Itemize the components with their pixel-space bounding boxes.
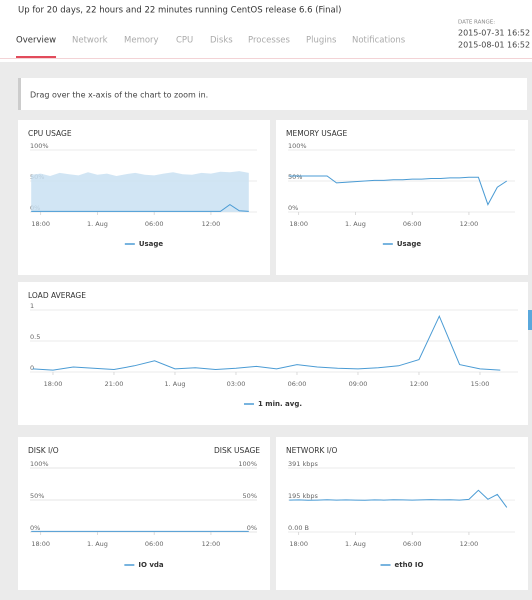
series-line (289, 489, 508, 508)
y-tick-label: 0% (30, 524, 40, 532)
y-tick-label: 0.5 (30, 333, 40, 341)
tab-underline (16, 56, 57, 58)
tab[interactable]: Disks (210, 36, 233, 46)
notice: Drag over the x-axis of the chart to zoo… (30, 91, 208, 100)
side-handle[interactable] (528, 310, 532, 330)
panel (276, 120, 528, 275)
x-tick-label: 1. Aug (345, 220, 366, 228)
y2-tick-label: 100% (238, 460, 257, 468)
legend-label[interactable]: Usage (397, 240, 422, 248)
y-tick-label: 0.00 B (288, 524, 309, 532)
panel-title: NETWORK I/O (286, 446, 338, 455)
notice-box (18, 78, 527, 110)
x-tick-label: 06:00 (145, 540, 164, 548)
tab[interactable]: Notifications (352, 36, 406, 46)
x-tick-label: 12:00 (460, 220, 479, 228)
series-line (31, 203, 249, 212)
x-tick-label: 12:00 (460, 540, 479, 548)
y2-tick-label: 50% (243, 492, 257, 500)
x-tick-label: 09:00 (349, 380, 368, 388)
x-tick-label: 03:00 (227, 380, 246, 388)
x-tick-label: 1. Aug (164, 380, 185, 388)
tab[interactable]: Memory (124, 36, 159, 46)
x-tick-label: 12:00 (410, 380, 429, 388)
date-to: 2015-08-01 16:52 (458, 41, 530, 50)
y2-tick-label: 0% (247, 524, 257, 532)
status: Up for 20 days, 22 hours and 22 minutes … (18, 6, 341, 16)
tab[interactable]: CPU (176, 36, 193, 46)
x-tick-label: 1. Aug (345, 540, 366, 548)
date-range-label: DATE RANGE: (458, 20, 495, 26)
x-tick-label: 18:00 (289, 220, 308, 228)
x-tick-label: 06:00 (145, 220, 164, 228)
x-tick-label: 18:00 (31, 220, 50, 228)
panel (18, 437, 270, 590)
y-tick-label: 0% (288, 204, 298, 212)
series-line (289, 175, 508, 206)
panel (18, 282, 528, 425)
tab[interactable]: Overview (16, 36, 56, 46)
x-tick-label: 21:00 (105, 380, 124, 388)
x-tick-label: 1. Aug (87, 540, 108, 548)
tab[interactable]: Network (72, 36, 108, 46)
legend-label[interactable]: Usage (139, 240, 164, 248)
x-tick-label: 18:00 (31, 540, 50, 548)
x-tick-label: 06:00 (403, 540, 422, 548)
panel-title: LOAD AVERAGE (28, 291, 86, 300)
date-from: 2015-07-31 16:52 (458, 29, 530, 38)
x-tick-label: 06:00 (288, 380, 307, 388)
x-tick-label: 15:00 (471, 380, 490, 388)
panel (276, 437, 528, 590)
y-tick-label: 0 (30, 364, 34, 372)
legend-label[interactable]: 1 min. avg. (258, 400, 302, 408)
panel-title: MEMORY USAGE (286, 129, 347, 138)
y-tick-label: 50% (30, 492, 44, 500)
x-tick-label: 12:00 (202, 540, 221, 548)
notice-border (18, 78, 21, 110)
y-tick-label: 100% (288, 142, 307, 150)
x-tick-label: 18:00 (44, 380, 63, 388)
y-tick-label: 50% (288, 173, 302, 181)
panel-title-right: DISK USAGE (214, 446, 260, 455)
legend-label[interactable]: IO vda (138, 561, 164, 569)
x-tick-label: 1. Aug (87, 220, 108, 228)
y-tick-label: 100% (30, 142, 49, 150)
y-tick-label: 1 (30, 302, 34, 310)
tab[interactable]: Processes (248, 36, 290, 46)
series-line (32, 314, 501, 371)
series-area (31, 171, 249, 212)
y-tick-label: 391 kbps (288, 460, 318, 468)
y-tick-label: 100% (30, 460, 49, 468)
x-tick-label: 12:00 (202, 220, 221, 228)
y-tick-label: 195 kbps (288, 492, 318, 500)
panel-title: CPU USAGE (28, 129, 72, 138)
tab[interactable]: Plugins (306, 36, 337, 46)
x-tick-label: 18:00 (289, 540, 308, 548)
x-tick-label: 06:00 (403, 220, 422, 228)
panel-title: DISK I/O (28, 446, 59, 455)
legend-label[interactable]: eth0 IO (395, 561, 424, 569)
